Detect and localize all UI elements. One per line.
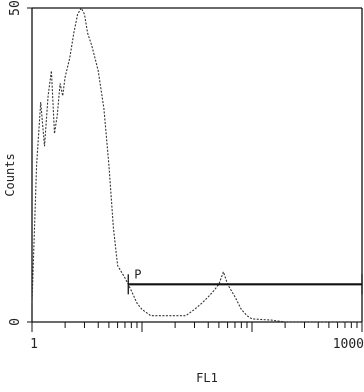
axis-labels: 1 1000 0 50 FL1 Counts bbox=[3, 0, 364, 385]
histogram-series-line bbox=[31, 6, 362, 323]
y-tick-label: 50 bbox=[8, 0, 23, 16]
series-layer bbox=[31, 6, 362, 323]
x-tick-label: 1 bbox=[30, 337, 38, 352]
y-tick-label: 0 bbox=[8, 318, 23, 326]
gate-marker: P bbox=[127, 267, 363, 295]
x-tick-label: 1000 bbox=[333, 337, 364, 352]
gate-label: P bbox=[134, 267, 141, 281]
y-axis-label: Counts bbox=[3, 153, 17, 196]
x-axis-label: FL1 bbox=[196, 371, 218, 385]
x-axis-ticks bbox=[27, 7, 363, 332]
plot-frame bbox=[31, 7, 363, 323]
